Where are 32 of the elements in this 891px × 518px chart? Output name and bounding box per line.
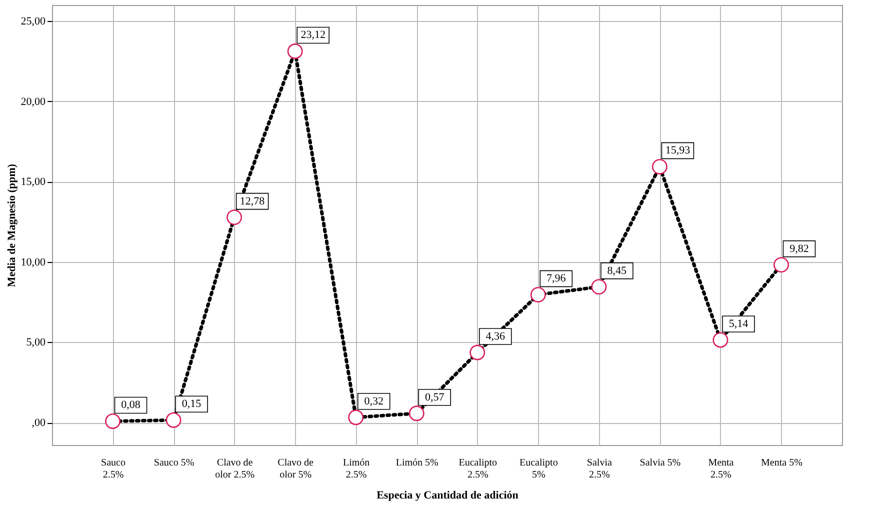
x-tick-label: Limón 5% — [396, 458, 438, 468]
data-label: 0,08 — [121, 399, 141, 412]
x-tick-label: Eucalipto 2.5% — [458, 458, 498, 480]
data-label: 15,93 — [665, 144, 691, 157]
data-label: 0,15 — [182, 398, 202, 410]
x-tick-label: Clavo de olor 2.5% — [215, 458, 255, 480]
x-tick-label: Clavo de olor 5% — [278, 458, 314, 480]
data-label: 12,78 — [240, 195, 266, 208]
x-tick-label: Salvia 5% — [640, 458, 681, 468]
y-tick-label: ,00 — [32, 417, 46, 430]
x-tick-label: Sauco 5% — [154, 458, 194, 468]
data-label: 7,96 — [546, 272, 566, 285]
data-label: 8,45 — [607, 264, 628, 277]
y-axis-title: Media de Magnesio (ppm) — [6, 164, 18, 288]
x-tick-label: Sauco 2.5% — [101, 458, 126, 480]
y-tick-label: 20,00 — [20, 96, 46, 108]
x-tick-label: Menta 5% — [761, 458, 802, 468]
data-label: 5,14 — [728, 318, 749, 330]
data-label: 4,36 — [486, 330, 506, 343]
y-tick-label: 10,00 — [20, 256, 46, 268]
x-tick-label: Limón 2.5% — [343, 458, 370, 480]
y-tick-label: 25,00 — [20, 16, 46, 28]
data-label: 0,57 — [424, 391, 445, 404]
data-label: 23,12 — [300, 29, 326, 42]
data-label: 0,32 — [364, 395, 384, 408]
x-tick-label: Eucalipto 5% — [519, 458, 558, 480]
x-tick-label: Menta 2.5% — [708, 458, 734, 480]
x-tick-label: Salvia 2.5% — [586, 458, 612, 480]
data-label: 9,82 — [790, 242, 809, 255]
y-tick-label: 5,00 — [26, 336, 46, 349]
x-axis-title: Especia y Cantidad de adición — [376, 490, 518, 502]
y-tick-label: 15,00 — [20, 176, 46, 188]
